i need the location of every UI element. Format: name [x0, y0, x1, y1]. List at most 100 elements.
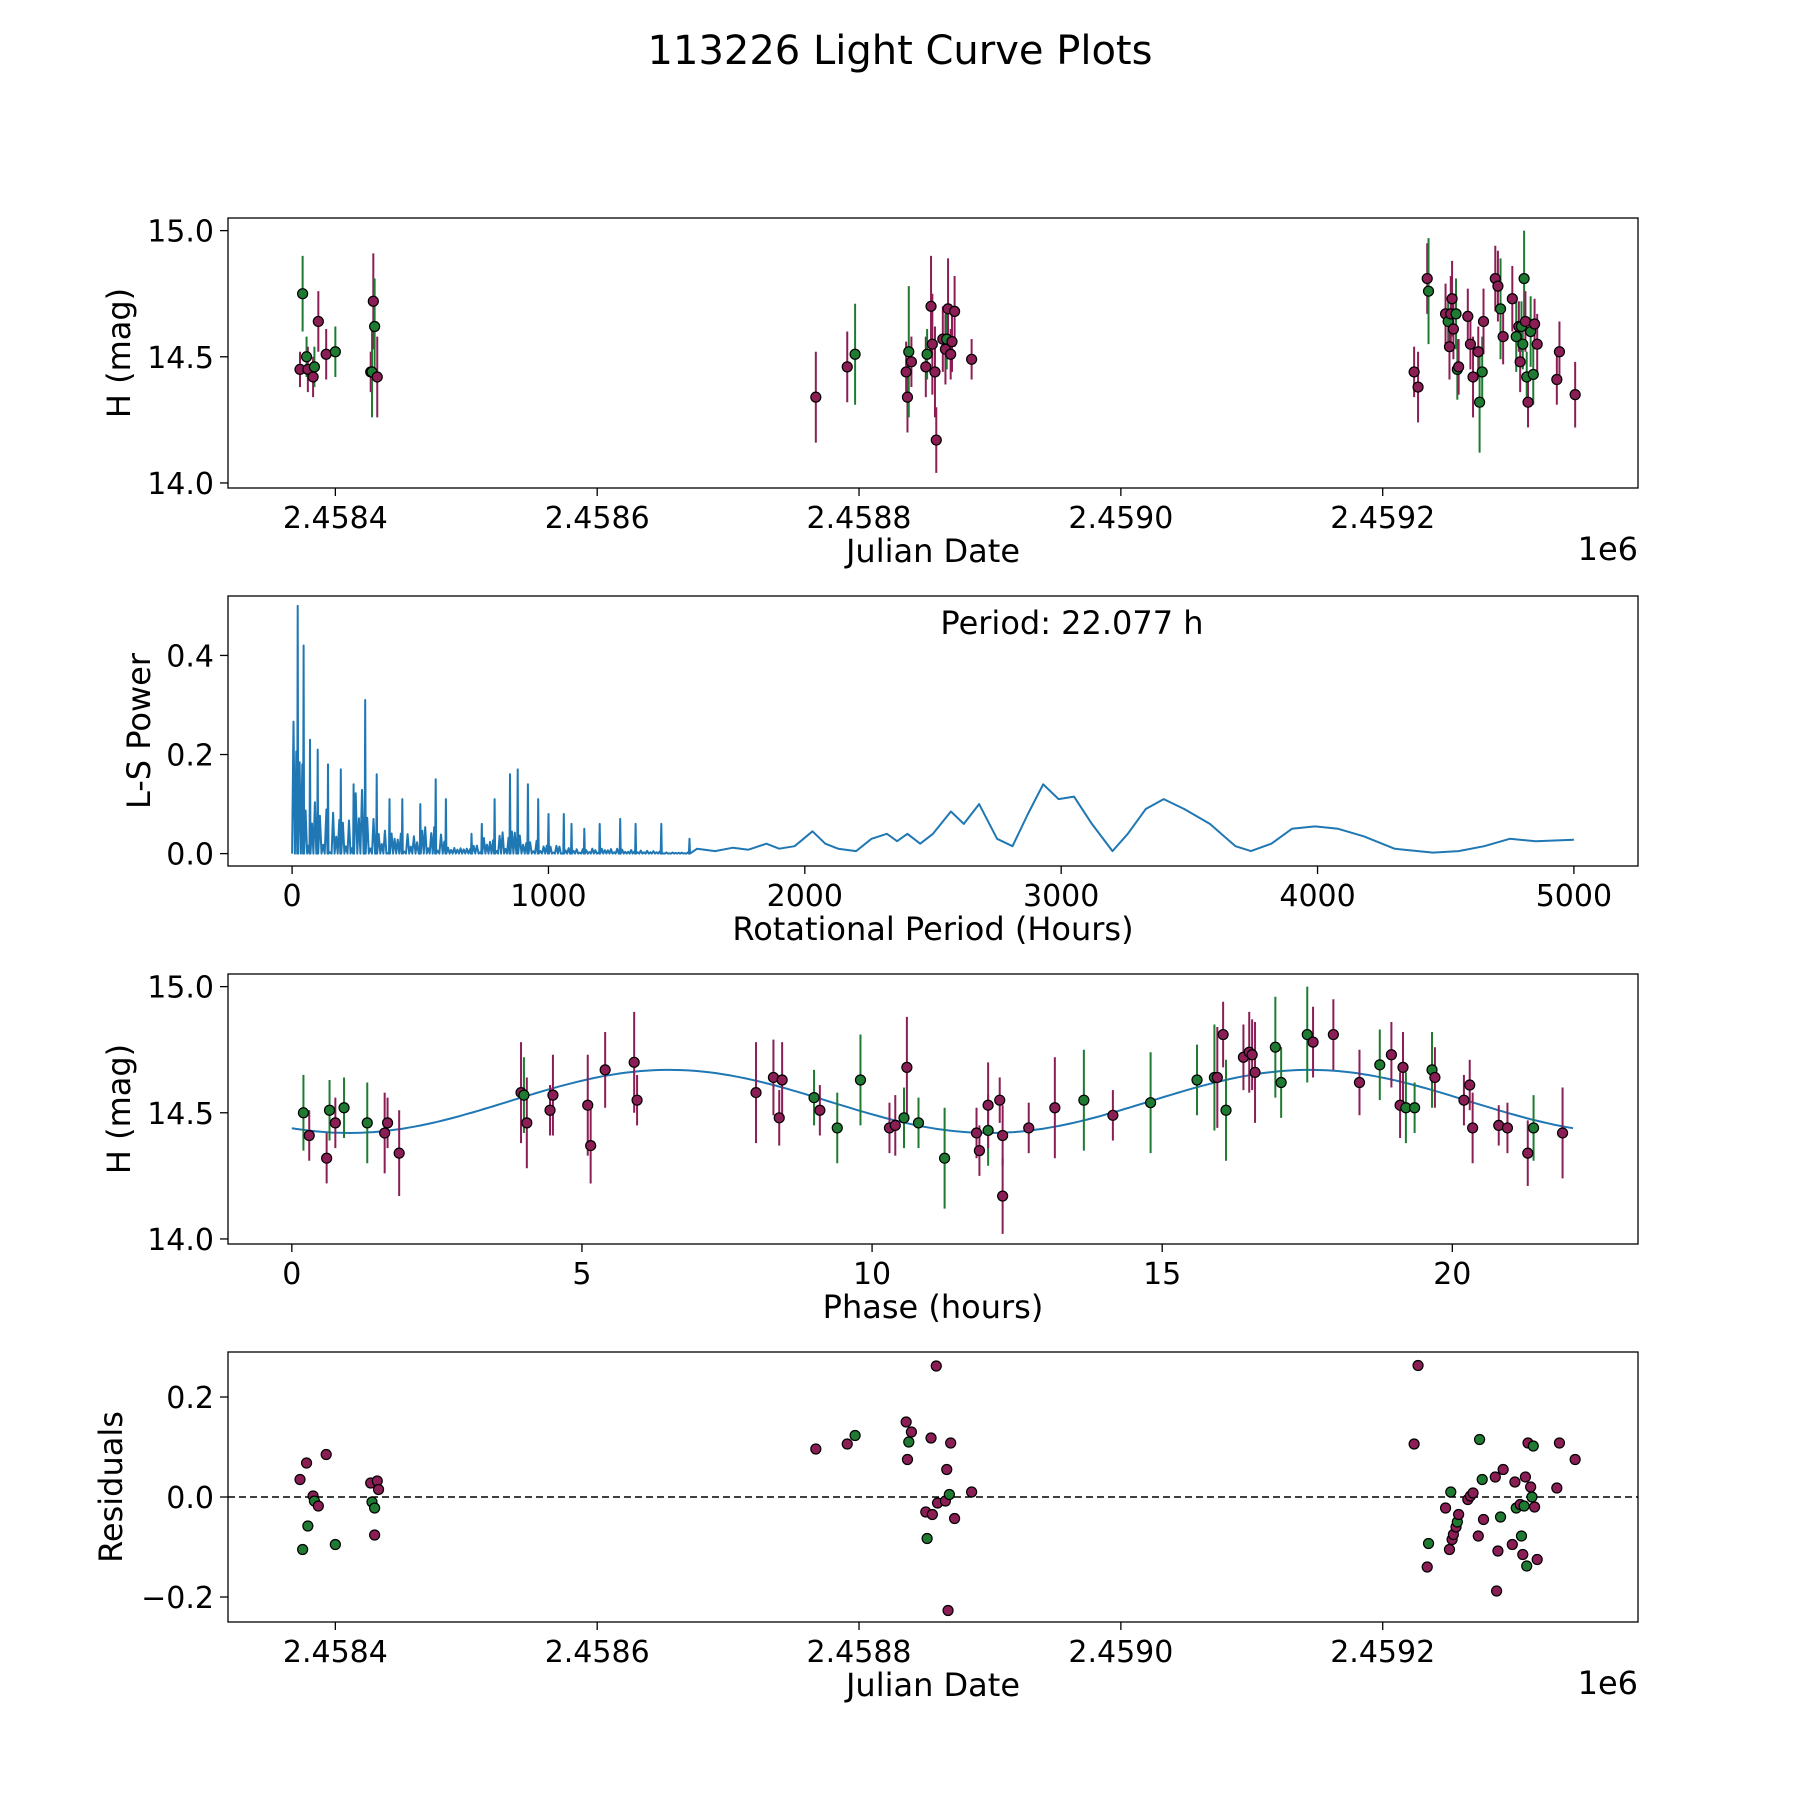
model-sinusoid	[291, 1068, 1574, 1135]
data-point	[930, 1360, 942, 1372]
data-point	[1521, 1560, 1533, 1572]
data-point	[814, 1104, 826, 1116]
residuals-ticks: 2.4584 2.4586 2.4588 2.4590 2.4592 −0.2 0.0 0.2	[141, 1381, 1435, 1670]
data-point	[1464, 1079, 1476, 1091]
data-point	[323, 1104, 336, 1116]
x-tick-label: 1000	[510, 879, 586, 914]
data-point	[1301, 1028, 1313, 1041]
data-point	[361, 1117, 373, 1129]
data-point	[1526, 1491, 1538, 1503]
data-point	[369, 1502, 381, 1514]
data-point	[585, 1139, 597, 1152]
data-point	[1497, 1463, 1509, 1476]
data-point	[1551, 373, 1563, 386]
data-point	[1477, 315, 1490, 328]
x-tick-label: 2.4590	[1068, 501, 1173, 536]
x-tick-label: 3000	[1023, 879, 1099, 914]
x-tick-label: 2.4586	[545, 1635, 650, 1670]
data-point	[1489, 1471, 1501, 1483]
x-tick-label: 2.4590	[1068, 1635, 1173, 1670]
data-point	[949, 305, 961, 317]
data-point	[901, 391, 914, 403]
data-point	[1527, 1440, 1539, 1452]
data-point	[1467, 1487, 1479, 1499]
data-point	[1023, 1122, 1035, 1134]
data-point	[544, 1104, 556, 1116]
x-tick-label: 10	[853, 1257, 891, 1292]
data-point	[300, 1457, 313, 1469]
x-tick-label: 2.4584	[283, 501, 388, 536]
data-point	[1429, 1071, 1441, 1084]
data-point	[930, 434, 942, 446]
data-point	[925, 1432, 937, 1444]
data-point	[329, 1117, 341, 1129]
data-point	[942, 1604, 954, 1617]
y-tick-label: 0.0	[166, 838, 214, 873]
x-tick-label: 2.4584	[283, 1635, 388, 1670]
data-point	[1408, 1438, 1420, 1450]
data-point	[889, 1119, 901, 1132]
data-point	[297, 1107, 310, 1119]
y-tick-label: 0.2	[166, 739, 214, 774]
data-point	[966, 353, 978, 365]
data-point	[1467, 1122, 1479, 1134]
data-point	[903, 346, 915, 358]
periodogram-title: Period: 22.077 h	[940, 604, 1203, 642]
data-point	[1472, 346, 1484, 358]
data-point	[312, 315, 324, 328]
residuals-xlabel: Julian Date	[844, 1666, 1020, 1704]
data-point	[841, 361, 853, 373]
data-point	[1443, 1543, 1456, 1556]
data-point	[372, 1483, 385, 1496]
data-point	[945, 348, 957, 360]
data-point	[297, 1543, 309, 1556]
data-point	[849, 1429, 861, 1442]
data-point	[900, 366, 912, 378]
data-point	[1473, 1433, 1486, 1446]
light-curve-ylabel: H (mag)	[100, 288, 138, 418]
data-point	[1492, 280, 1504, 292]
data-point	[1501, 1122, 1514, 1134]
data-point	[1522, 396, 1534, 408]
data-point	[1525, 1481, 1537, 1493]
data-point	[1569, 1453, 1581, 1466]
data-point	[1569, 389, 1581, 401]
data-point	[367, 295, 379, 307]
data-point	[905, 356, 917, 368]
data-point	[1553, 346, 1566, 358]
data-point	[381, 1117, 394, 1129]
data-point	[1514, 356, 1526, 368]
data-point	[925, 300, 937, 312]
data-point	[1443, 341, 1456, 353]
x-tick-label: 5	[572, 1257, 591, 1292]
x-tick-label: 0	[282, 1257, 301, 1292]
y-tick-label: 14.5	[147, 1097, 214, 1132]
data-point	[1412, 381, 1424, 393]
panel-phase-folded: 0 5 10 15 20 14.0 14.5 15.0 Phase (hours) H (ma…	[100, 971, 1639, 1326]
phase-xlabel: Phase (hours)	[823, 1288, 1044, 1326]
data-point	[1220, 1104, 1232, 1116]
data-point	[582, 1099, 594, 1111]
data-point	[1453, 1508, 1465, 1521]
data-point	[1450, 308, 1462, 320]
data-point	[379, 1127, 391, 1139]
data-point	[1510, 330, 1522, 343]
data-point	[307, 371, 319, 383]
data-point	[294, 1473, 306, 1486]
data-point	[1409, 1102, 1421, 1114]
y-tick-label: 0.4	[166, 639, 214, 674]
data-point	[1447, 323, 1460, 335]
panel-light-curve: 2.4584 2.4586 2.4588 2.4590 2.4592 14.0 14.5 15…	[100, 215, 1639, 570]
y-tick-label: 14.0	[147, 467, 214, 502]
data-point	[369, 1529, 381, 1541]
panel-periodogram: 0 1000 2000 3000 4000 5000 0.0 0.2 0.4 Period: 2…	[120, 595, 1639, 948]
x-tick-label: 5000	[1536, 879, 1612, 914]
data-point	[371, 371, 383, 383]
y-tick-label: 15.0	[147, 215, 214, 250]
data-point	[1519, 1471, 1532, 1483]
data-point	[921, 348, 933, 360]
x-tick-label: 2.4586	[545, 501, 650, 536]
periodogram-line	[291, 604, 1574, 855]
data-point	[1519, 315, 1532, 328]
data-point	[982, 1124, 994, 1137]
